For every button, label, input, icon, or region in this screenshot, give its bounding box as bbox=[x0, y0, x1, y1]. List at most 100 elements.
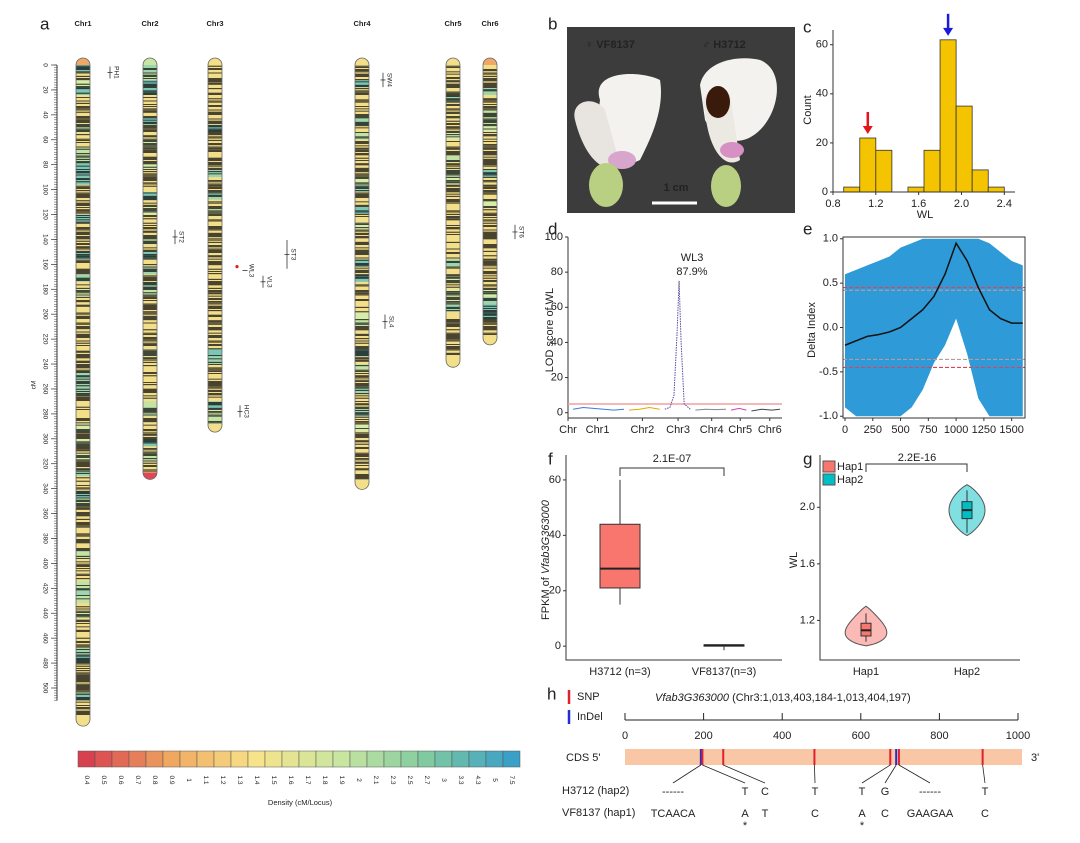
y-tick-label: 480 bbox=[41, 658, 48, 669]
density-block bbox=[483, 169, 497, 178]
legend-label: 2.5 bbox=[406, 775, 413, 784]
bar bbox=[955, 105, 973, 193]
row-label: VF8137 (hap1) bbox=[562, 807, 635, 819]
density-block bbox=[355, 132, 369, 140]
y-axis-title: Delta Index bbox=[806, 302, 818, 358]
lod-line bbox=[664, 280, 691, 410]
legend-swatch bbox=[434, 750, 453, 768]
legend-title: Density (cM/Locus) bbox=[268, 798, 333, 807]
scatter-band bbox=[845, 238, 1023, 417]
panel-letter: d bbox=[548, 219, 557, 238]
legend-swatch bbox=[822, 460, 836, 473]
connector bbox=[861, 764, 891, 784]
y-tick-label: 80 bbox=[551, 266, 563, 278]
x-tick-label: VF8137(n=3) bbox=[692, 666, 757, 678]
x-tick-label: Hap2 bbox=[954, 666, 980, 678]
y-tick-label: 0 bbox=[557, 407, 563, 419]
legend-swatch bbox=[366, 750, 385, 768]
density-block bbox=[76, 491, 90, 499]
allele-hap1: C bbox=[811, 808, 819, 820]
legend-swatch bbox=[485, 750, 504, 768]
calyx bbox=[589, 163, 623, 207]
legend-label: 1.4 bbox=[253, 775, 260, 784]
density-block bbox=[355, 349, 369, 357]
calyx bbox=[711, 165, 741, 207]
bar bbox=[923, 149, 941, 193]
density-block bbox=[143, 117, 157, 125]
y-tick-label: 1.6 bbox=[800, 558, 815, 570]
y-tick-label: 460 bbox=[41, 633, 48, 644]
density-block bbox=[76, 498, 90, 507]
annotation: 87.9% bbox=[676, 266, 707, 278]
legend-label: 1.9 bbox=[338, 775, 345, 784]
x-tick-label: 1000 bbox=[944, 424, 968, 436]
density-block bbox=[76, 692, 90, 701]
y-tick-label: 280 bbox=[41, 408, 48, 419]
petal-pink bbox=[720, 142, 744, 158]
density-block bbox=[143, 79, 157, 88]
bar bbox=[907, 186, 925, 193]
legend-swatch bbox=[822, 473, 836, 486]
cds bbox=[625, 749, 1022, 765]
legend-label: 0.9 bbox=[168, 775, 175, 784]
y-tick-label: 340 bbox=[41, 483, 48, 494]
x-tick-label: Chr2 bbox=[630, 424, 654, 436]
legend-label: 1.7 bbox=[304, 775, 311, 784]
legend-label: 0.8 bbox=[151, 775, 158, 784]
density-block bbox=[76, 588, 90, 596]
density-block bbox=[143, 349, 157, 357]
density-block bbox=[143, 438, 157, 447]
petal-pink bbox=[608, 151, 636, 169]
legend-label: 4.3 bbox=[474, 775, 481, 784]
arrow-head bbox=[943, 27, 954, 36]
legend-swatch bbox=[417, 750, 436, 768]
chromosome-label: Chr3 bbox=[206, 19, 223, 28]
density-block bbox=[483, 199, 497, 208]
y-tick-label: -1.0 bbox=[819, 410, 838, 422]
y-tick-label: 1.2 bbox=[800, 614, 815, 626]
density-block bbox=[355, 177, 369, 185]
x-tick-label: 0 bbox=[842, 424, 848, 436]
chromosome-label: Chr5 bbox=[444, 19, 461, 28]
density-block bbox=[76, 79, 90, 88]
marker-label: SL4 bbox=[387, 316, 394, 328]
density-block bbox=[483, 304, 497, 312]
label-male: ♂ H3712 bbox=[702, 39, 746, 51]
density-block bbox=[143, 162, 157, 170]
bar bbox=[843, 186, 861, 193]
marker-label: HC3 bbox=[242, 405, 249, 418]
marker-label: VL3 bbox=[265, 276, 272, 288]
allele-hap1: T bbox=[762, 808, 769, 820]
bar bbox=[987, 186, 1005, 193]
chromosome-outline bbox=[75, 57, 91, 727]
allele-hap2: T bbox=[812, 786, 819, 798]
loci-stripes bbox=[143, 68, 157, 472]
y-tick-label: 200 bbox=[41, 309, 48, 320]
legend-swatch bbox=[383, 750, 402, 768]
y-tick-label: 400 bbox=[41, 558, 48, 569]
y-tick-label: 180 bbox=[41, 284, 48, 295]
x-tick-label: 800 bbox=[930, 730, 948, 742]
y-tick-label: 160 bbox=[41, 259, 48, 270]
x-tick-label: Chr bbox=[559, 424, 577, 436]
chromosome-outline bbox=[482, 57, 498, 346]
density-block bbox=[76, 468, 90, 477]
legend-swatch bbox=[94, 750, 113, 768]
axis-title: cM bbox=[31, 381, 38, 390]
y-tick-label: 40 bbox=[551, 336, 563, 348]
annotation: WL3 bbox=[681, 252, 704, 264]
y-tick-label: 60 bbox=[816, 39, 828, 51]
y-tick-label: 20 bbox=[551, 371, 563, 383]
legend-label: 1.8 bbox=[321, 775, 328, 784]
density-block bbox=[355, 79, 369, 88]
legend-label: 2.7 bbox=[423, 775, 430, 784]
gene-title: Vfab3G363000 (Chr3:1,013,403,184-1,013,4… bbox=[655, 692, 911, 704]
density-block bbox=[208, 416, 222, 424]
density-block bbox=[208, 356, 222, 365]
panel-letter: g bbox=[803, 449, 812, 468]
y-axis-title: WL bbox=[788, 552, 800, 569]
connector bbox=[702, 764, 746, 784]
panel-letter: c bbox=[803, 17, 812, 36]
legend-label: 1.5 bbox=[270, 775, 277, 784]
y-tick-label: 300 bbox=[41, 433, 48, 444]
